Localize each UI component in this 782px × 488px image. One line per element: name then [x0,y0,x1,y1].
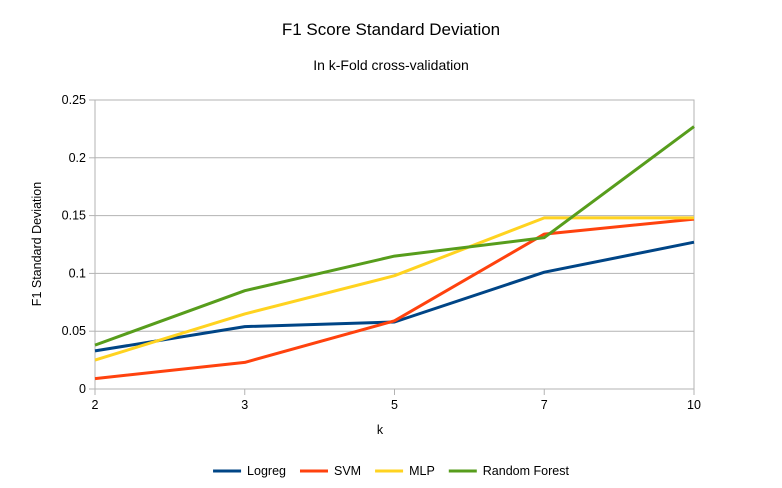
y-tick-label: 0.25 [62,93,86,107]
series-line-random-forest [94,125,695,347]
y-tick-label: 0.1 [69,266,86,280]
legend-label: Random Forest [483,464,570,478]
series-line-svm [94,217,695,381]
y-tick-label: 0.2 [69,151,86,165]
x-axis-ticks: 2 3 5 7 10 [92,389,701,412]
y-tick-label: 0.15 [62,209,86,223]
chart-subtitle: In k-Fold cross-validation [313,57,469,73]
y-tick-label: 0.05 [62,324,86,338]
y-axis-ticks: 0 0.05 0.1 0.15 0.2 0.25 [62,93,95,396]
series-line-mlp [94,216,694,362]
x-tick-label: 5 [391,398,398,412]
chart-title: F1 Score Standard Deviation [282,20,500,39]
series-line-logreg [94,240,695,353]
legend: Logreg SVM MLP Random Forest [213,464,569,478]
y-tick-label: 0 [79,382,86,396]
legend-label: SVM [334,464,361,478]
series-lines [94,125,695,381]
gridlines [95,99,694,390]
plot-area-border [94,99,695,390]
legend-label: MLP [409,464,435,478]
legend-label: Logreg [247,464,286,478]
x-tick-label: 10 [687,398,701,412]
x-tick-label: 2 [92,398,99,412]
y-axis-label: F1 Standard Deviation [30,182,44,306]
x-tick-label: 7 [541,398,548,412]
x-tick-label: 3 [241,398,248,412]
x-axis-label: k [377,423,384,437]
